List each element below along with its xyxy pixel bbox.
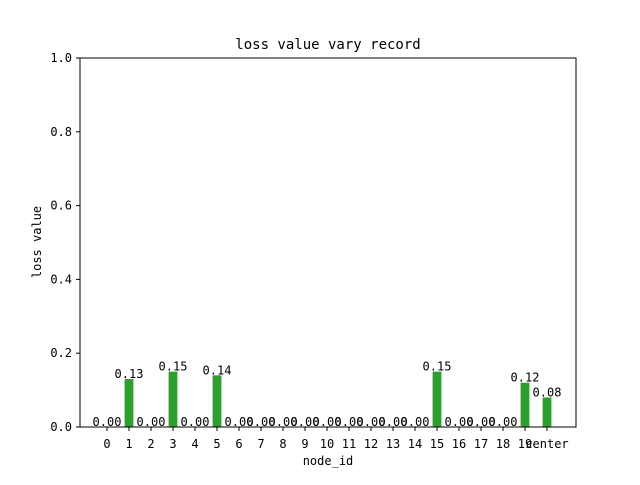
- data-label: 0.00: [225, 415, 254, 429]
- x-tick-label: 2: [147, 437, 154, 451]
- bar-3: [168, 371, 178, 427]
- x-tick-label: 9: [301, 437, 308, 451]
- x-tick-label: 14: [408, 437, 422, 451]
- x-tick-label: 1: [125, 437, 132, 451]
- data-label: 0.00: [247, 415, 276, 429]
- data-label: 0.15: [423, 360, 452, 374]
- bar-5: [212, 375, 222, 427]
- x-tick-label: 4: [191, 437, 198, 451]
- y-tick-label: 0.8: [50, 125, 72, 139]
- x-tick-label: 17: [474, 437, 488, 451]
- data-label: 0.00: [445, 415, 474, 429]
- data-label: 0.00: [357, 415, 386, 429]
- x-tick-label: 16: [452, 437, 466, 451]
- data-label: 0.00: [181, 415, 210, 429]
- x-tick-label: 8: [279, 437, 286, 451]
- x-tick-label: center: [525, 437, 568, 451]
- y-tick-label: 0.2: [50, 346, 72, 360]
- data-label: 0.00: [335, 415, 364, 429]
- data-label: 0.00: [379, 415, 408, 429]
- x-tick-label: 0: [103, 437, 110, 451]
- x-axis-label: node_id: [303, 454, 354, 468]
- bar-center: [542, 397, 552, 427]
- y-tick-label: 0.6: [50, 199, 72, 213]
- x-tick-label: 6: [235, 437, 242, 451]
- ticks-layer: 0.00.20.40.60.81.00 1 2 3 4 5 6 7 8 9 10 11 12 13 14 15…: [50, 51, 568, 451]
- x-tick-label: 3: [169, 437, 176, 451]
- bar-15: [432, 371, 442, 427]
- bar-1: [124, 379, 134, 427]
- bar-19: [520, 382, 530, 427]
- x-tick-label: 19: [518, 437, 532, 451]
- data-label: 0.12: [511, 371, 540, 385]
- x-tick-label: 7: [257, 437, 264, 451]
- bars-layer: [124, 371, 552, 427]
- plot-frame: [79, 57, 577, 428]
- data-label: 0.00: [489, 415, 518, 429]
- data-label: 0.00: [93, 415, 122, 429]
- x-tick-label: 10: [320, 437, 334, 451]
- y-tick-label: 1.0: [50, 51, 72, 65]
- y-axis-label: loss value: [30, 206, 44, 278]
- chart-title: loss value vary record: [235, 37, 420, 53]
- x-tick-label: 5: [213, 437, 220, 451]
- data-label: 0.00: [313, 415, 342, 429]
- y-tick-label: 0.4: [50, 272, 72, 286]
- y-tick-label: 0.0: [50, 420, 72, 434]
- data-label: 0.00: [401, 415, 430, 429]
- data-label: 0.00: [467, 415, 496, 429]
- x-tick-label: 11: [342, 437, 356, 451]
- data-labels-layer: 0.000.130.000.150.000.140.000.000.000.00…: [93, 360, 562, 429]
- x-tick-label: 13: [386, 437, 400, 451]
- data-label: 0.00: [291, 415, 320, 429]
- data-label: 0.15: [159, 360, 188, 374]
- x-tick-label: 15: [430, 437, 444, 451]
- data-label: 0.00: [137, 415, 166, 429]
- data-label: 0.14: [203, 363, 232, 377]
- x-tick-label: 12: [364, 437, 378, 451]
- data-label: 0.08: [533, 385, 562, 399]
- data-label: 0.13: [115, 367, 144, 381]
- x-tick-label: 18: [496, 437, 510, 451]
- data-label: 0.00: [269, 415, 298, 429]
